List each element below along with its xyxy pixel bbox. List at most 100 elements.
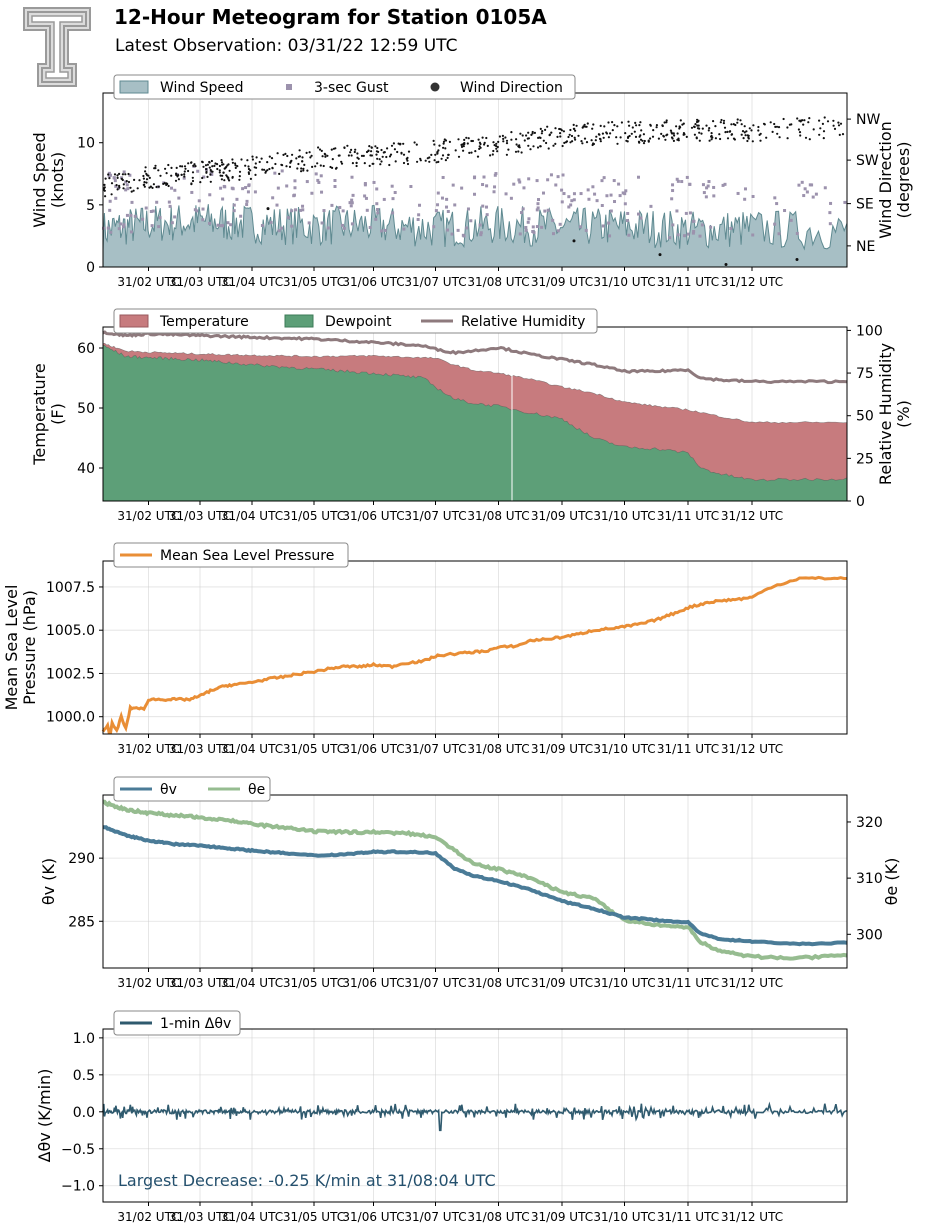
direction-point <box>832 124 835 127</box>
x-tick-label: 31/11 UTC <box>657 742 719 756</box>
direction-point <box>103 183 106 186</box>
direction-point <box>538 136 541 139</box>
direction-point <box>730 133 733 136</box>
gust-marker <box>112 176 116 180</box>
direction-point <box>832 119 835 122</box>
legend-label: Wind Direction <box>460 80 563 96</box>
gust-marker <box>797 183 801 187</box>
gust-marker <box>621 191 625 195</box>
direction-point <box>258 160 261 164</box>
direction-point <box>228 179 231 182</box>
direction-point <box>675 125 678 128</box>
direction-point <box>790 123 793 126</box>
direction-point <box>378 158 381 161</box>
direction-point <box>142 177 145 180</box>
y-tick-label: 5 <box>86 198 95 214</box>
direction-point <box>322 164 325 168</box>
direction-point <box>665 119 668 122</box>
direction-point <box>710 138 713 141</box>
direction-point <box>255 166 258 169</box>
direction-point <box>167 184 170 188</box>
gust-marker <box>216 223 220 227</box>
direction-point <box>374 145 377 148</box>
direction-point <box>143 181 146 184</box>
gust-marker <box>221 224 225 228</box>
gust-marker <box>623 202 627 206</box>
gust-marker <box>709 225 713 229</box>
gust-marker <box>591 185 595 189</box>
gust-marker <box>219 186 223 190</box>
gust-marker <box>723 182 727 186</box>
direction-point <box>634 135 638 138</box>
gust-marker <box>126 187 130 191</box>
gust-marker <box>601 224 605 228</box>
x-tick-label: 31/03 UTC <box>169 509 231 523</box>
direction-point <box>759 139 762 142</box>
direction-point <box>396 150 399 154</box>
direction-point <box>295 157 298 160</box>
gust-marker <box>639 216 643 220</box>
x-tick-label: 31/08 UTC <box>467 275 529 289</box>
gust-marker <box>280 226 284 230</box>
direction-point <box>121 173 124 176</box>
x-tick-label: 31/04 UTC <box>221 742 283 756</box>
direction-point <box>266 207 270 211</box>
gust-marker <box>775 202 779 206</box>
gust-marker <box>493 185 497 189</box>
direction-point <box>695 136 698 139</box>
direction-point <box>651 135 655 138</box>
direction-point <box>460 143 463 146</box>
direction-point <box>234 166 237 169</box>
direction-point <box>505 153 508 156</box>
direction-point <box>613 124 616 127</box>
direction-point <box>470 151 473 154</box>
direction-point <box>542 139 545 142</box>
gust-marker <box>587 197 591 201</box>
gust-marker <box>485 213 489 217</box>
gust-marker <box>102 226 106 230</box>
direction-point <box>712 120 715 123</box>
gust-marker <box>293 179 297 183</box>
direction-point <box>291 153 294 156</box>
direction-point <box>507 148 510 151</box>
gust-marker <box>595 199 599 203</box>
direction-point <box>741 130 745 133</box>
gust-marker <box>675 209 679 213</box>
gust-marker <box>350 201 354 205</box>
direction-point <box>837 121 840 124</box>
direction-point <box>355 161 358 164</box>
gust-marker <box>210 172 214 176</box>
direction-point <box>548 133 552 136</box>
direction-point <box>720 118 723 122</box>
direction-point <box>285 165 288 168</box>
direction-point <box>428 160 431 163</box>
direction-point <box>602 136 605 139</box>
gust-marker <box>273 171 277 175</box>
direction-point <box>678 127 681 130</box>
direction-point <box>413 141 416 144</box>
gust-marker <box>364 196 368 200</box>
axis-label-line: Pressure (hPa) <box>20 590 39 705</box>
direction-point <box>714 125 717 128</box>
direction-point <box>446 156 449 159</box>
gust-marker <box>149 210 153 214</box>
gust-marker <box>342 226 346 230</box>
direction-point <box>573 127 576 130</box>
direction-point <box>388 163 391 167</box>
gust-marker <box>549 173 553 177</box>
direction-point <box>297 155 300 158</box>
direction-point <box>390 144 394 147</box>
direction-point <box>757 129 760 132</box>
direction-point <box>263 168 266 171</box>
gust-marker <box>338 205 342 209</box>
direction-point <box>607 121 610 124</box>
direction-point <box>462 145 465 148</box>
direction-point <box>640 129 643 132</box>
direction-point <box>594 139 597 142</box>
gust-marker <box>285 184 289 188</box>
direction-point <box>331 166 334 169</box>
direction-point <box>228 169 231 172</box>
direction-point <box>541 130 544 133</box>
direction-point <box>218 164 221 168</box>
